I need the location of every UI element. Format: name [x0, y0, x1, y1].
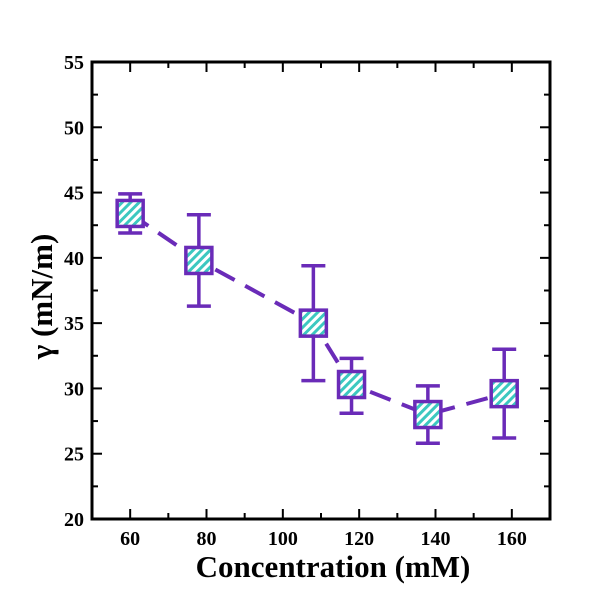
x-tick-label: 140	[421, 528, 451, 550]
y-tick-label: 50	[64, 117, 84, 139]
data-point-marker	[115, 198, 145, 229]
x-tick-label: 120	[344, 528, 374, 550]
y-axis-title: γ (mN/m)	[24, 234, 59, 361]
plot-frame	[90, 60, 552, 521]
data-series	[115, 192, 519, 446]
tick-labels: 20 25 30 35 40 45 50 55 60 80 100 120 140 160	[64, 52, 527, 550]
y-tick-label: 35	[64, 313, 84, 335]
x-tick-label: 60	[120, 528, 140, 550]
y-tick-label: 30	[64, 378, 84, 400]
y-tick-label: 25	[64, 444, 84, 466]
data-point-marker	[298, 308, 329, 338]
x-axis-title: Concentration (mM)	[196, 549, 471, 584]
data-point-marker	[184, 245, 214, 276]
x-tick-label: 100	[268, 528, 298, 550]
x-tick-label: 160	[497, 528, 527, 550]
x-tick-label: 80	[197, 528, 217, 550]
data-point-marker	[336, 369, 367, 400]
y-tick-label: 40	[64, 248, 84, 270]
y-tick-label: 45	[64, 183, 84, 205]
y-tick-label: 55	[64, 52, 84, 74]
tick-marks	[91, 61, 551, 520]
data-point-marker	[489, 378, 519, 409]
y-tick-label: 20	[64, 509, 84, 531]
data-point-marker	[413, 399, 443, 430]
